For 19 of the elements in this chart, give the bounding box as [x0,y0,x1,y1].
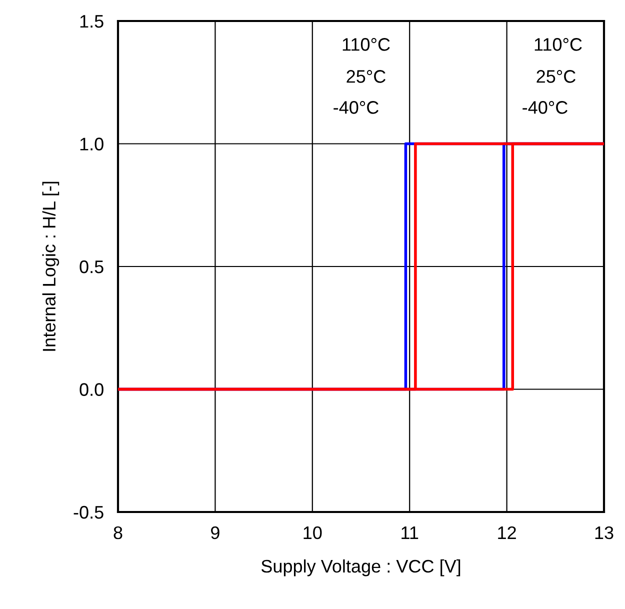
y-tick-label: 1.0 [80,138,104,150]
x-tick-label: 9 [211,526,220,540]
annotation: -40°C [522,101,568,114]
annotation: 110°C [342,38,390,51]
x-tick-label: 12 [498,526,516,539]
annotation: 25°C [346,70,386,83]
x-tick-label: 13 [595,526,614,540]
x-tick-label: 8 [114,526,122,540]
x-tick-label: 10 [304,526,322,540]
annotation: 25°C [536,70,576,83]
annotation: -40°C [334,101,378,114]
y-tick-label: -0.5 [74,506,104,519]
annotation: 110°C [534,38,582,51]
x-tick-label: 11 [402,526,418,539]
y-tick-label: 1.5 [80,15,104,28]
y-axis-title: Internal Logic : H/L [-] [42,182,60,351]
y-tick-label: 0.0 [80,383,104,396]
x-axis-title: Supply Voltage : VCC [V] [261,559,460,576]
y-tick-label: 0.5 [80,260,104,274]
